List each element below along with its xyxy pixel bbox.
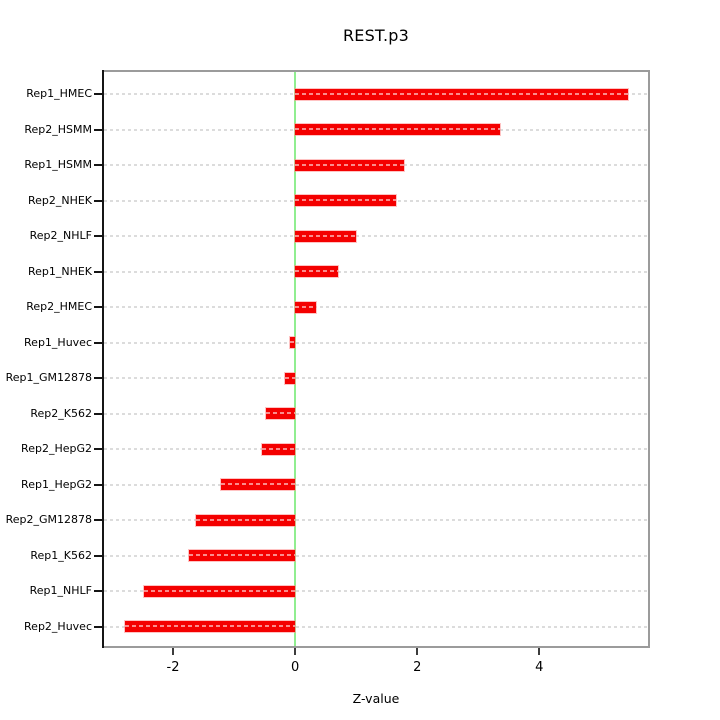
- bar-dash-pattern: [295, 92, 629, 95]
- gridline: [104, 412, 648, 415]
- bar: [188, 550, 296, 562]
- x-tick-label: -2: [166, 660, 180, 675]
- bar: [290, 337, 296, 349]
- bar-dash-pattern: [295, 128, 500, 131]
- gridline: [104, 554, 648, 557]
- y-axis-label: Rep2_HMEC: [26, 300, 92, 314]
- gridline: [104, 306, 648, 309]
- bar: [295, 266, 339, 278]
- x-axis-tick: [416, 648, 419, 655]
- y-axis-label: Rep2_NHLF: [29, 229, 92, 243]
- bar-dash-pattern: [295, 305, 316, 308]
- bar-dash-pattern: [196, 518, 296, 521]
- gridline: [104, 590, 648, 593]
- chart-title: REST.p3: [342, 26, 410, 45]
- gridline: [104, 483, 648, 486]
- y-axis-label: Rep1_HSMM: [24, 158, 92, 172]
- bar-dash-pattern: [290, 341, 296, 344]
- bar-dash-pattern: [125, 625, 296, 628]
- gridline: [104, 270, 648, 273]
- gridline: [104, 448, 648, 451]
- y-axis-label: Rep1_HepG2: [21, 477, 92, 491]
- y-axis-label: Rep2_K562: [30, 406, 92, 420]
- bar: [295, 230, 356, 242]
- bar: [262, 443, 296, 455]
- x-tick-label: 2: [413, 660, 422, 675]
- y-axis-tick: [94, 164, 102, 167]
- y-axis-tick: [94, 128, 102, 131]
- bar: [221, 479, 296, 491]
- gridline: [104, 519, 648, 522]
- bar-dash-pattern: [188, 554, 296, 557]
- y-axis-tick: [94, 341, 102, 344]
- y-axis-tick: [94, 554, 102, 557]
- y-axis-label: Rep2_HSMM: [24, 122, 92, 136]
- y-axis-tick: [94, 625, 102, 628]
- bar-dash-pattern: [262, 447, 296, 450]
- y-axis-label: Rep2_GM12878: [5, 513, 92, 527]
- y-axis-tick: [94, 590, 102, 593]
- bar: [266, 408, 296, 420]
- bar-dash-pattern: [295, 270, 339, 273]
- y-axis-tick: [94, 306, 102, 309]
- y-axis-label: Rep2_Huvec: [24, 619, 92, 633]
- y-axis-label: Rep1_HMEC: [26, 87, 92, 100]
- y-axis-label: Rep2_NHEK: [27, 193, 92, 207]
- y-axis-tick: [94, 448, 102, 451]
- gridline: [104, 341, 648, 344]
- y-axis-label: Rep1_GM12878: [5, 371, 92, 385]
- y-axis-tick: [94, 483, 102, 486]
- bar: [295, 195, 396, 207]
- x-tick-label: 0: [290, 660, 300, 675]
- bar-dash-pattern: [221, 483, 296, 486]
- y-axis-label: Rep1_K562: [30, 548, 92, 562]
- bar: [125, 621, 296, 633]
- bar: [295, 88, 629, 100]
- y-axis-tick: [94, 93, 102, 95]
- y-axis-tick: [94, 235, 102, 238]
- x-axis-tick: [294, 648, 297, 655]
- bar: [196, 514, 296, 526]
- plot-area: [94, 70, 650, 655]
- y-axis-tick: [94, 199, 102, 202]
- bar-dash-pattern: [284, 376, 296, 379]
- bar: [295, 124, 500, 136]
- gridline: [104, 625, 648, 628]
- y-axis-tick: [94, 519, 102, 522]
- bar-dash-pattern: [295, 234, 356, 237]
- x-axis-tick: [171, 648, 174, 655]
- y-axis-label: Rep1_NHEK: [27, 264, 92, 278]
- bar: [295, 159, 404, 171]
- gridline: [104, 235, 648, 238]
- y-axis-line: [102, 70, 104, 648]
- y-axis-label: Rep2_HepG2: [21, 442, 92, 456]
- y-axis-tick: [94, 377, 102, 380]
- x-axis-tick: [538, 648, 541, 655]
- y-axis-label: Rep1_NHLF: [29, 584, 92, 598]
- y-axis-label: Rep1_Huvec: [24, 335, 92, 349]
- bar-dash-pattern: [266, 412, 296, 415]
- bar-dash-pattern: [144, 589, 296, 592]
- gridline: [104, 377, 648, 380]
- x-tick-label: 4: [535, 660, 544, 675]
- bar-dash-pattern: [295, 199, 396, 202]
- x-axis-title: Z-value: [352, 691, 400, 706]
- bar: [144, 585, 296, 597]
- zero-reference-line: [294, 72, 297, 646]
- bar: [295, 301, 316, 313]
- bar-dash-pattern: [295, 163, 404, 166]
- y-axis-tick: [94, 412, 102, 415]
- bar: [284, 372, 296, 384]
- y-axis-tick: [94, 270, 102, 273]
